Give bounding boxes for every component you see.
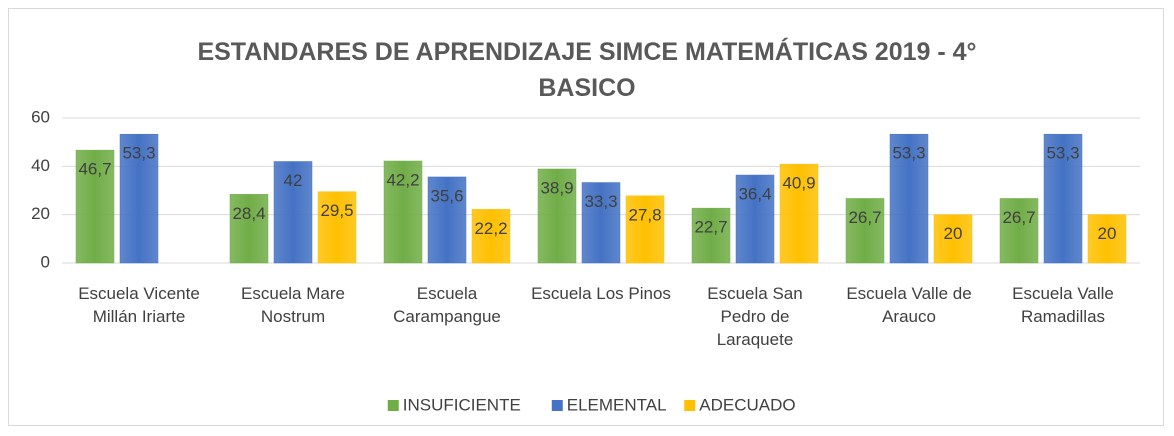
bar (75, 149, 115, 264)
bar (537, 168, 577, 264)
bar (383, 160, 423, 264)
legend-swatch (551, 400, 563, 411)
x-tick-label: Escuela Valle Ramadillas (1012, 284, 1114, 326)
x-tick-label: Escuela San Pedro de Laraquete (707, 284, 803, 349)
bar (581, 182, 621, 264)
bar (317, 191, 357, 264)
data-label: 53,3 (892, 144, 925, 163)
data-label: 42,2 (386, 171, 419, 190)
bar (691, 207, 731, 264)
y-tick-label: 40 (31, 156, 50, 175)
y-tick-label: 20 (31, 204, 50, 223)
legend-label: ELEMENTAL (567, 395, 667, 414)
data-label: 33,3 (584, 192, 617, 211)
chart-title: ESTANDARES DE APRENDIZAJE SIMCE MATEMÁTI… (197, 38, 977, 102)
data-label: 53,3 (122, 144, 155, 163)
bar (229, 194, 269, 264)
y-tick-label: 0 (41, 252, 50, 271)
data-label: 27,8 (628, 205, 661, 224)
bar (273, 161, 313, 264)
legend-swatch (387, 400, 399, 411)
bar (625, 195, 665, 264)
x-tick-label: Escuela Los Pinos (531, 284, 671, 303)
bar (889, 133, 929, 264)
data-label: 35,6 (430, 186, 463, 205)
bar (1087, 214, 1127, 264)
data-label: 40,9 (782, 174, 815, 193)
data-label: 53,3 (1046, 144, 1079, 163)
data-label: 26,7 (1002, 208, 1035, 227)
bar (999, 198, 1039, 264)
bar (779, 163, 819, 264)
bar (735, 174, 775, 264)
legend-swatch (684, 400, 696, 411)
data-label: 22,2 (474, 219, 507, 238)
bar (427, 176, 467, 264)
x-tick-label: Escuela Valle de Arauco (846, 284, 972, 326)
data-label: 38,9 (540, 178, 573, 197)
legend-label: ADECUADO (699, 395, 795, 414)
data-label: 29,5 (320, 201, 353, 220)
legend-label: INSUFICIENTE (403, 395, 521, 414)
data-label: 22,7 (694, 218, 727, 237)
data-label: 26,7 (848, 208, 881, 227)
data-label: 36,4 (738, 185, 771, 204)
bar (1043, 133, 1083, 264)
x-tick-label: Escuela Mare Nostrum (241, 284, 345, 326)
data-label: 46,7 (78, 160, 111, 179)
bar (119, 133, 159, 264)
bar (471, 209, 511, 264)
chart-frame (8, 8, 1164, 426)
y-tick-label: 60 (31, 107, 50, 126)
data-label: 20 (1098, 224, 1117, 243)
data-label: 28,4 (232, 204, 265, 223)
bar (933, 214, 973, 264)
x-tick-label: Escuela Carampangue (393, 284, 501, 326)
data-label: 20 (944, 224, 963, 243)
x-tick-label: Escuela Vicente Millán Iriarte (78, 284, 200, 326)
data-label: 42 (284, 171, 303, 190)
bar (845, 198, 885, 264)
